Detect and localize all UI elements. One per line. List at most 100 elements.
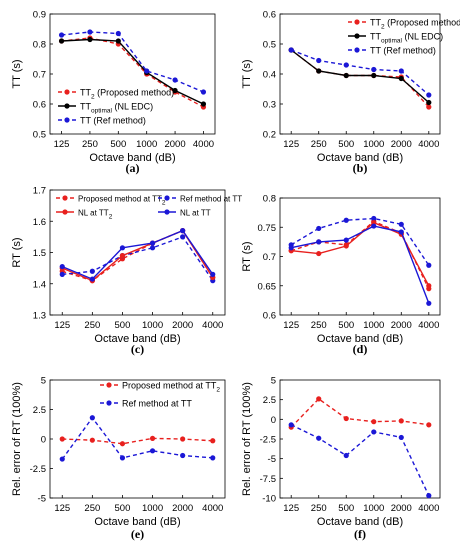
data-point	[371, 66, 377, 73]
data-point	[398, 75, 404, 82]
legend-marker	[62, 195, 68, 201]
data-point	[210, 271, 216, 277]
y-tick-label: 0.7	[33, 70, 46, 81]
x-axis-label: Octave band (dB)	[94, 516, 180, 528]
legend: TT2 (Proposed method)TToptimal (NL EDC)T…	[58, 88, 174, 126]
x-tick-label: 500	[115, 503, 131, 514]
data-point	[119, 245, 126, 251]
x-tick-label: 250	[311, 503, 327, 514]
series-line	[62, 229, 214, 282]
x-tick-label: 125	[54, 320, 70, 331]
data-point	[426, 262, 432, 268]
y-tick-label: 5	[271, 376, 276, 387]
legend-name: NL at TT	[180, 209, 211, 218]
legend-marker	[106, 382, 112, 388]
x-axis-label: Octave band (dB)	[89, 152, 175, 164]
data-point	[316, 68, 322, 74]
x-tick-label: 4000	[418, 139, 439, 150]
data-point	[343, 237, 349, 243]
data-point	[343, 72, 349, 79]
x-tick-label: 2000	[391, 139, 412, 150]
x-axis-label: Octave band (dB)	[94, 333, 180, 345]
legend-marker	[354, 33, 360, 39]
data-point	[371, 72, 377, 79]
x-tick-label: 250	[82, 139, 98, 150]
legend-label: NL at TT2	[78, 209, 113, 221]
legend-suffix: (NL EDC)	[112, 102, 153, 112]
data-point	[343, 217, 349, 223]
panel-label: (b)	[353, 161, 368, 175]
data-point	[200, 89, 207, 95]
x-tick-label: 4000	[418, 503, 439, 514]
x-axis-label: Octave band (dB)	[317, 516, 403, 528]
y-tick-label: 0.2	[263, 130, 276, 141]
legend-name: TT	[80, 102, 91, 112]
data-point	[59, 263, 65, 270]
panel-label: (c)	[131, 342, 144, 356]
data-point	[288, 422, 294, 428]
legend-marker	[164, 195, 170, 201]
data-point	[180, 228, 186, 234]
legend-subscript: optimal	[91, 108, 113, 115]
y-tick-label: -5	[38, 494, 46, 505]
y-axis-label: Rel. error of RT (100%)	[241, 382, 253, 496]
x-tick-label: 1000	[363, 503, 384, 514]
data-point	[343, 62, 349, 68]
x-axis-label: Octave band (dB)	[317, 333, 403, 345]
data-point	[89, 276, 95, 282]
series-line	[62, 437, 213, 445]
series-line	[61, 38, 204, 105]
data-point	[89, 268, 95, 274]
x-tick-label: 2000	[172, 503, 193, 514]
data-point	[149, 448, 156, 454]
data-point	[119, 455, 126, 461]
series-line	[61, 37, 204, 108]
data-point	[172, 87, 178, 94]
legend-marker	[62, 209, 68, 215]
x-tick-label: 1000	[363, 320, 384, 331]
y-tick-label: 1.6	[33, 217, 46, 228]
data-point	[180, 436, 186, 442]
legend-subscript: 2	[91, 94, 95, 101]
x-tick-label: 500	[115, 320, 131, 331]
panel-f: -10 -7.5 -5 -2.5 0 2.5 5 125 250 500 1000 2000 4000 O…	[241, 376, 441, 541]
legend-suffix: (Proposed method)	[385, 18, 460, 28]
data-point	[426, 99, 432, 106]
y-tick-label: 0	[271, 415, 276, 426]
data-point	[398, 418, 404, 424]
x-tick-label: 2000	[391, 503, 412, 514]
series-line	[61, 416, 213, 460]
legend-marker	[64, 89, 70, 95]
data-point	[180, 452, 186, 459]
y-tick-label: 0.75	[258, 223, 277, 234]
y-tick-label: 0.9	[33, 10, 46, 21]
x-tick-label: 500	[110, 139, 126, 150]
data-point	[316, 250, 322, 257]
x-tick-label: 4000	[202, 503, 223, 514]
plot-frame	[279, 379, 441, 499]
y-tick-label: 0.6	[33, 100, 46, 111]
data-point	[87, 29, 93, 35]
data-point	[398, 221, 404, 227]
data-point	[210, 455, 216, 461]
y-tick-label: 0	[41, 435, 46, 446]
x-tick-label: 125	[54, 503, 70, 514]
legend-subscript: optimal	[381, 38, 403, 45]
legend-marker	[354, 19, 360, 25]
y-tick-label: 2.5	[33, 405, 46, 416]
data-point	[371, 429, 377, 435]
y-tick-label: 5	[41, 376, 46, 387]
x-tick-label: 500	[338, 139, 354, 150]
x-tick-label: 500	[338, 503, 354, 514]
data-point	[149, 245, 156, 251]
data-point	[426, 92, 432, 98]
data-point	[59, 271, 65, 277]
y-tick-label: 0.4	[263, 70, 276, 81]
data-point	[87, 36, 93, 43]
y-tick-label: 1.4	[33, 279, 46, 290]
legend-marker	[106, 400, 112, 406]
data-point	[426, 300, 432, 306]
legend-name: TT (Ref method)	[370, 46, 436, 56]
data-point	[343, 452, 349, 459]
